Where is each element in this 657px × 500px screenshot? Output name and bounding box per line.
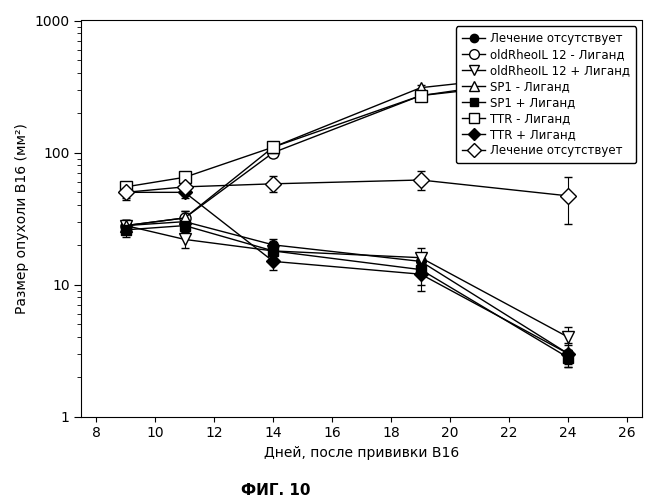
X-axis label: Дней, после прививки B16: Дней, после прививки B16 [264,446,459,460]
Y-axis label: Размер опухоли B16 (мм²): Размер опухоли B16 (мм²) [15,123,29,314]
Legend: Лечение отсутствует, oldRheoIL 12 - Лиганд, oldRheoIL 12 + Лиганд, SP1 - Лиганд,: Лечение отсутствует, oldRheoIL 12 - Лига… [456,26,636,163]
Text: ФИГ. 10: ФИГ. 10 [241,483,311,498]
